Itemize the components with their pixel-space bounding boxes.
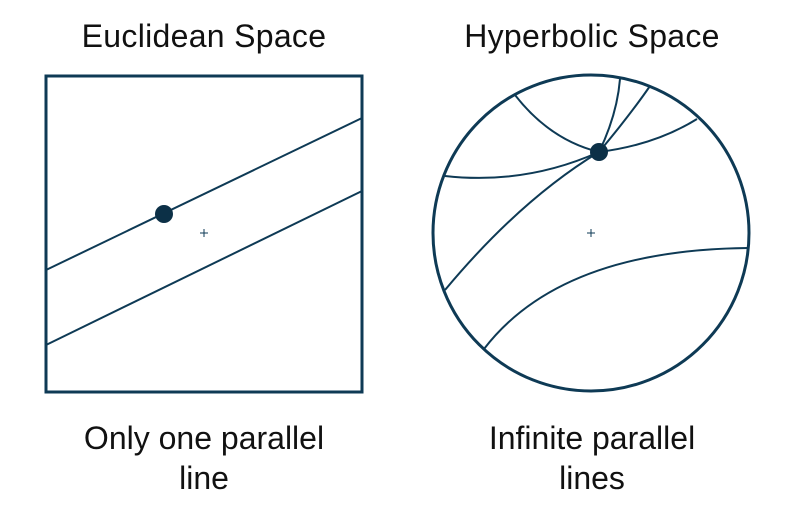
euclidean-point (155, 205, 173, 223)
hyperbolic-caption-line-1: Infinite parallel (488, 420, 696, 456)
poincare-disk-boundary (431, 73, 751, 393)
euclidean-panel (44, 74, 364, 394)
euclidean-caption: Only one parallel line (14, 418, 394, 498)
hyperbolic-caption: Infinite parallel lines (402, 418, 782, 498)
hyperbolic-caption-line-2: lines (559, 460, 625, 496)
hyperbolic-center-marker (587, 229, 595, 237)
geodesic-through-point-2 (514, 85, 651, 154)
given-geodesic (483, 247, 749, 350)
geodesic-through-point-1 (444, 78, 621, 291)
hyperbolic-point (590, 143, 608, 161)
geodesic-through-point-3 (444, 118, 698, 179)
euclidean-title: Euclidean Space (81, 18, 327, 54)
euclidean-plane-box (44, 74, 364, 394)
hyperbolic-panel (431, 73, 751, 393)
euclidean-caption-line-1: Only one parallel (83, 420, 325, 456)
euclidean-caption-line-2: line (179, 460, 229, 496)
hyperbolic-title: Hyperbolic Space (464, 18, 720, 54)
euclidean-center-marker (200, 229, 208, 237)
line-through-point (45, 117, 363, 271)
given-line (45, 190, 363, 346)
